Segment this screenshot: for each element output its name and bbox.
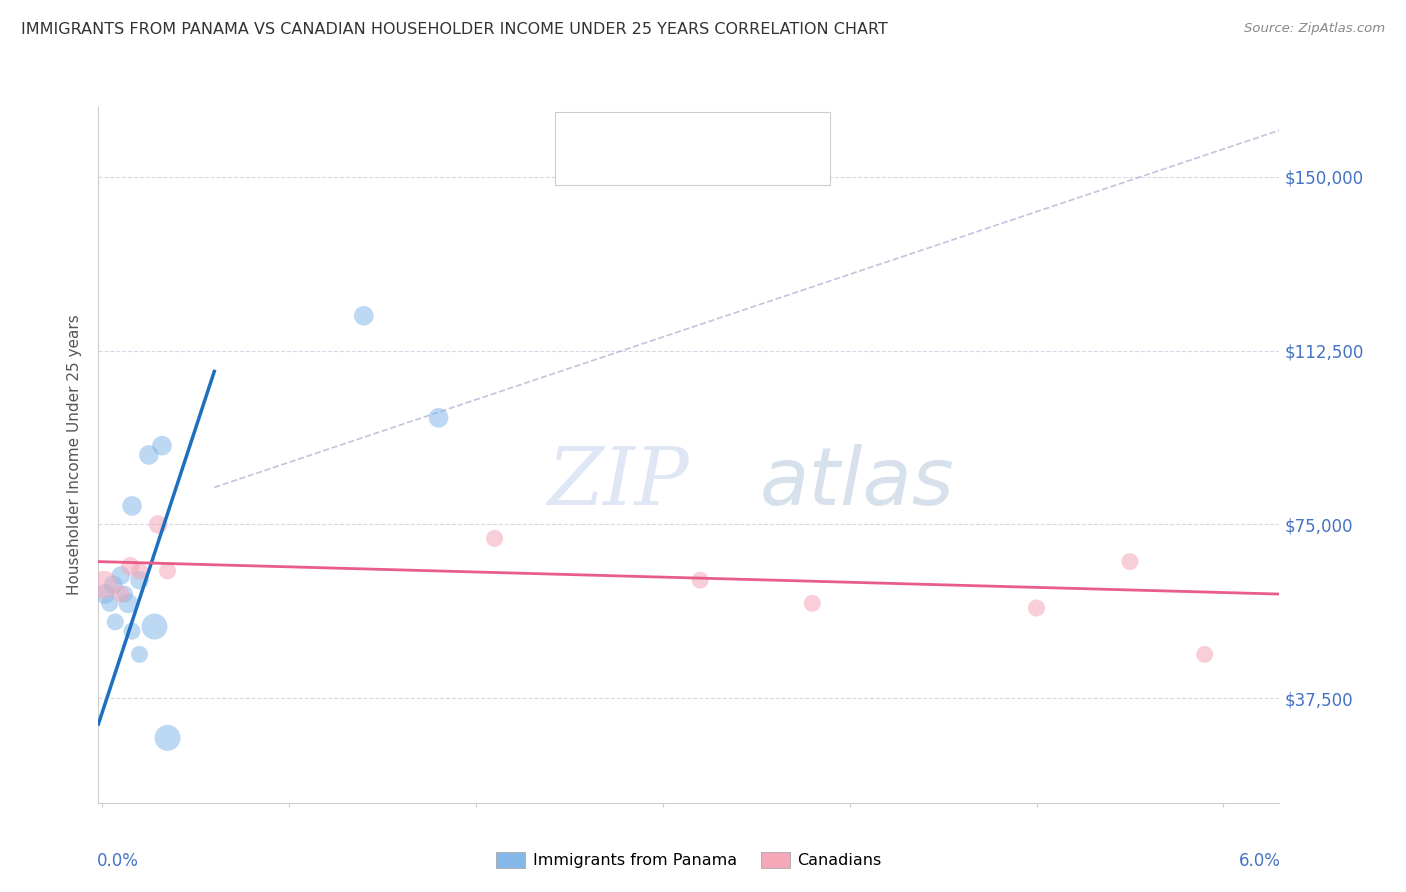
Point [150,439,173,453]
Point [1025,601,1047,615]
Point [121,499,143,513]
Point [138,448,160,462]
Point [103,578,125,592]
Text: ZIP: ZIP [547,444,689,522]
Point [128,564,150,578]
Point [148,517,170,532]
Point [1194,648,1216,662]
Text: 12: 12 [727,151,749,169]
Point [128,648,150,662]
Point [156,731,179,745]
Point [427,410,450,425]
Text: -0.221: -0.221 [633,151,692,169]
Legend: Immigrants from Panama, Canadians: Immigrants from Panama, Canadians [489,846,889,875]
Text: 0.670: 0.670 [633,120,685,138]
Text: 6.0%: 6.0% [1239,852,1281,870]
Point [98,596,121,610]
Point [114,587,136,601]
Point [156,564,179,578]
Text: IMMIGRANTS FROM PANAMA VS CANADIAN HOUSEHOLDER INCOME UNDER 25 YEARS CORRELATION: IMMIGRANTS FROM PANAMA VS CANADIAN HOUSE… [21,22,889,37]
Point [94,587,117,601]
Point [110,568,132,582]
Point [689,573,711,587]
Point [110,587,132,601]
Point [104,615,127,629]
Point [120,559,142,574]
Point [128,573,150,587]
Point [801,596,824,610]
Point [353,309,375,323]
Text: 15: 15 [727,120,749,138]
Point [1119,555,1142,569]
Text: R =: R = [600,120,637,138]
Text: atlas: atlas [759,443,955,522]
Text: R =: R = [600,151,637,169]
Y-axis label: Householder Income Under 25 years: Householder Income Under 25 years [67,315,83,595]
Text: N =: N = [685,151,733,169]
Text: N =: N = [685,120,733,138]
Point [117,596,139,610]
Text: 0.0%: 0.0% [97,852,139,870]
Point [484,532,506,546]
Point [143,619,166,633]
Point [93,578,115,592]
Point [121,624,143,639]
Text: Source: ZipAtlas.com: Source: ZipAtlas.com [1244,22,1385,36]
